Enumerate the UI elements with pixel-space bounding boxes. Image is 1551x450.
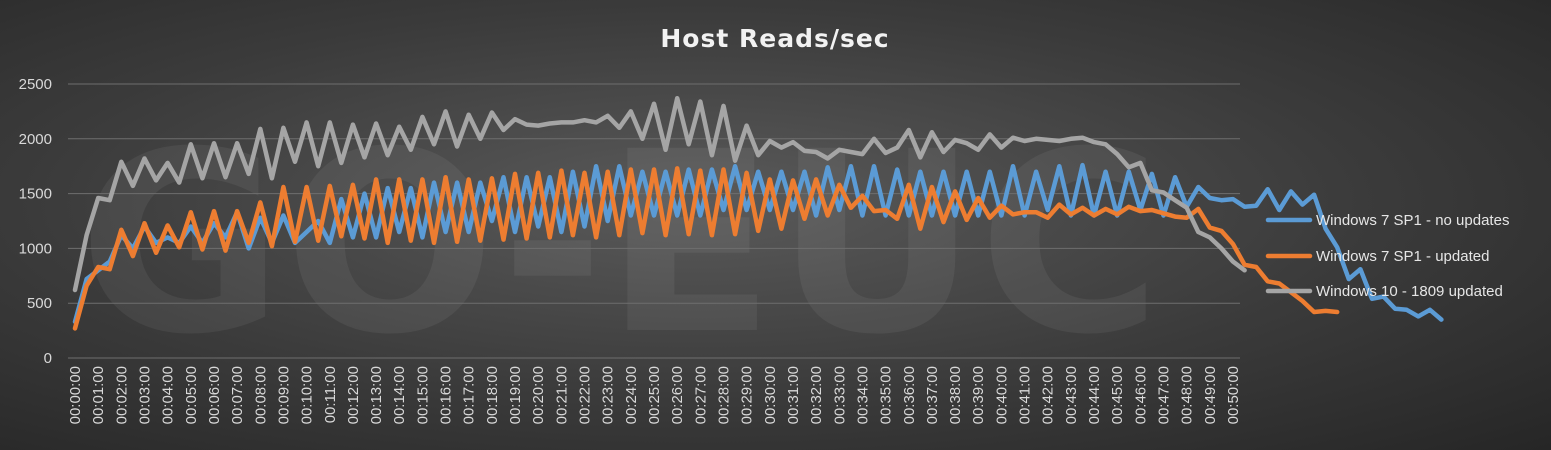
x-tick-label: 00:40:00 bbox=[993, 366, 1010, 424]
legend: Windows 7 SP1 - no updates Windows 7 SP1 … bbox=[1265, 212, 1509, 300]
x-tick-label: 00:09:00 bbox=[275, 366, 292, 424]
series-lines bbox=[72, 95, 1444, 331]
x-tick-label: 00:06:00 bbox=[206, 366, 223, 424]
chart-title: Host Reads/sec bbox=[660, 24, 889, 53]
x-tick-label: 00:00:00 bbox=[67, 366, 84, 424]
legend-label-1: Windows 7 SP1 - no updates bbox=[1316, 212, 1509, 229]
x-tick-label: 00:31:00 bbox=[785, 366, 802, 424]
x-tick-label: 00:02:00 bbox=[113, 366, 130, 424]
x-tick-label: 00:34:00 bbox=[854, 366, 871, 424]
x-tick-label: 00:30:00 bbox=[762, 366, 779, 424]
x-tick-label: 00:43:00 bbox=[1063, 366, 1080, 424]
x-tick-label: 00:24:00 bbox=[623, 366, 640, 424]
x-tick-label: 00:12:00 bbox=[345, 366, 362, 424]
series-line-1 bbox=[72, 162, 1444, 325]
x-tick-label: 00:05:00 bbox=[183, 366, 200, 424]
legend-label-2: Windows 7 SP1 - updated bbox=[1316, 248, 1489, 265]
x-tick-label: 00:27:00 bbox=[692, 366, 709, 424]
x-tick-label: 00:19:00 bbox=[507, 366, 524, 424]
x-tick-label: 00:36:00 bbox=[901, 366, 918, 424]
x-tick-label: 00:17:00 bbox=[461, 366, 478, 424]
x-axis-tick-labels: 00:00:00 00:01:00 00:02:00 00:03:00 00:04:00… bbox=[67, 366, 1242, 424]
x-tick-label: 00:29:00 bbox=[739, 366, 756, 424]
x-tick-label: 00:01:00 bbox=[90, 366, 107, 424]
series-line-3 bbox=[72, 95, 1247, 293]
x-tick-label: 00:46:00 bbox=[1132, 366, 1149, 424]
x-tick-label: 00:18:00 bbox=[484, 366, 501, 424]
x-tick-label: 00:10:00 bbox=[299, 366, 316, 424]
x-tick-label: 00:11:00 bbox=[322, 366, 339, 423]
legend-label-3: Windows 10 - 1809 updated bbox=[1316, 283, 1503, 300]
x-tick-label: 00:39:00 bbox=[970, 366, 987, 424]
x-tick-label: 00:22:00 bbox=[577, 366, 594, 424]
x-tick-label: 00:21:00 bbox=[553, 366, 570, 424]
x-tick-label: 00:50:00 bbox=[1225, 366, 1242, 424]
x-tick-label: 00:47:00 bbox=[1156, 366, 1173, 424]
x-tick-label: 00:16:00 bbox=[438, 366, 455, 424]
x-tick-label: 00:35:00 bbox=[878, 366, 895, 424]
x-tick-label: 00:07:00 bbox=[229, 366, 246, 424]
x-tick-label: 00:25:00 bbox=[646, 366, 663, 424]
y-axis-tick-labels: 0 500 1000 1500 2000 2500 bbox=[19, 76, 52, 367]
y-tick-label: 500 bbox=[27, 295, 52, 312]
x-tick-label: 00:14:00 bbox=[391, 366, 408, 424]
y-tick-label: 0 bbox=[44, 350, 52, 367]
x-tick-label: 00:26:00 bbox=[669, 366, 686, 424]
x-tick-label: 00:13:00 bbox=[368, 366, 385, 424]
x-tick-label: 00:45:00 bbox=[1109, 366, 1126, 424]
x-tick-label: 00:08:00 bbox=[252, 366, 269, 424]
y-tick-label: 2000 bbox=[19, 131, 52, 148]
series-line-2 bbox=[72, 166, 1340, 331]
x-tick-label: 00:28:00 bbox=[715, 366, 732, 424]
x-tick-label: 00:41:00 bbox=[1017, 366, 1034, 424]
watermark: GO-EUC bbox=[78, 98, 1161, 389]
x-tick-label: 00:33:00 bbox=[831, 366, 848, 424]
x-tick-label: 00:15:00 bbox=[414, 366, 431, 424]
x-tick-label: 00:20:00 bbox=[530, 366, 547, 424]
x-tick-label: 00:44:00 bbox=[1086, 366, 1103, 424]
x-tick-label: 00:49:00 bbox=[1202, 366, 1219, 424]
x-tick-label: 00:38:00 bbox=[947, 366, 964, 424]
x-tick-label: 00:48:00 bbox=[1179, 366, 1196, 424]
y-tick-label: 1000 bbox=[19, 240, 52, 257]
y-tick-label: 2500 bbox=[19, 76, 52, 93]
x-tick-label: 00:32:00 bbox=[808, 366, 825, 424]
x-tick-label: 00:42:00 bbox=[1040, 366, 1057, 424]
x-tick-label: 00:04:00 bbox=[160, 366, 177, 424]
x-tick-label: 00:37:00 bbox=[924, 366, 941, 424]
x-tick-label: 00:03:00 bbox=[136, 366, 153, 424]
y-tick-label: 1500 bbox=[19, 186, 52, 203]
x-tick-label: 00:23:00 bbox=[600, 366, 617, 424]
